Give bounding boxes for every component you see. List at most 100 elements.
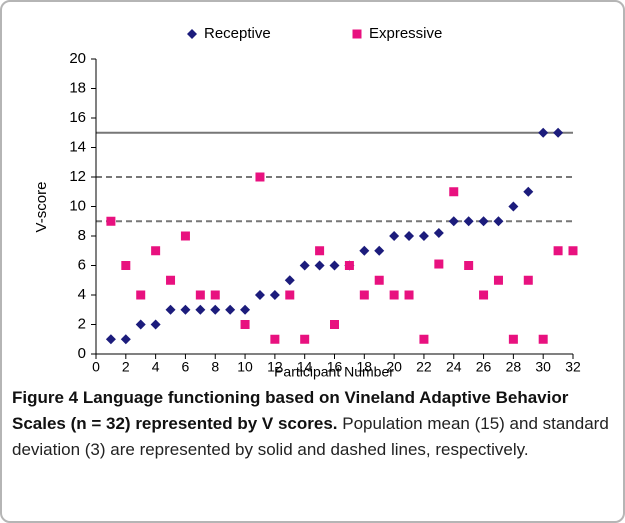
point (166, 275, 176, 285)
point (240, 304, 251, 315)
x-tick-label: 18 (357, 359, 373, 375)
point (300, 334, 310, 344)
point (187, 29, 197, 39)
point (165, 304, 176, 315)
y-tick-label: 12 (69, 168, 86, 185)
x-tick-label: 26 (476, 359, 492, 375)
point (493, 275, 503, 285)
y-tick-label: 20 (69, 50, 86, 67)
legend-label: Expressive (369, 25, 442, 42)
x-tick-label: 2 (122, 359, 130, 375)
point (389, 290, 399, 300)
x-tick-label: 20 (386, 359, 402, 375)
point (284, 275, 295, 286)
point (136, 290, 146, 300)
point (568, 246, 578, 256)
x-tick-label: 28 (506, 359, 522, 375)
point (254, 290, 265, 300)
point (121, 261, 131, 270)
point (210, 290, 220, 300)
point (418, 231, 429, 241)
point (106, 216, 116, 226)
point (493, 216, 504, 227)
x-tick-label: 22 (416, 359, 432, 375)
point (150, 319, 161, 330)
point (195, 304, 206, 315)
point (553, 127, 564, 138)
point (479, 290, 489, 300)
point (389, 231, 400, 241)
point (538, 127, 549, 138)
point (330, 320, 339, 329)
y-axis-label: V-score (33, 182, 50, 233)
y-tick-label: 18 (69, 79, 86, 96)
caption-title: Figure 4 Language functioning based on V… (12, 388, 569, 433)
point (329, 260, 340, 271)
point (404, 290, 414, 300)
x-tick-label: 10 (237, 359, 253, 375)
point (120, 334, 131, 345)
point (448, 216, 459, 227)
point (464, 261, 474, 270)
point (255, 172, 265, 182)
point (463, 216, 474, 227)
caption: Figure 4 Language functioning based on V… (12, 385, 612, 463)
point (419, 334, 429, 344)
point (270, 334, 280, 344)
y-tick-label: 8 (78, 227, 86, 244)
point (433, 228, 444, 239)
y-tick-label: 6 (78, 256, 86, 273)
point (538, 334, 548, 344)
point (210, 304, 221, 315)
point (105, 334, 116, 345)
x-tick-label: 14 (297, 359, 313, 375)
y-tick-label: 0 (78, 345, 86, 362)
point (180, 231, 190, 241)
point (135, 319, 146, 330)
chart: V-score Participant Number 0246810121416… (33, 25, 581, 380)
point (180, 304, 191, 315)
point (240, 320, 250, 329)
point (374, 245, 385, 256)
point (404, 231, 415, 241)
point (508, 334, 518, 344)
point (151, 246, 161, 256)
y-tick-label: 14 (69, 138, 86, 155)
point (315, 246, 325, 256)
x-tick-label: 4 (152, 359, 160, 375)
y-tick-label: 16 (69, 109, 86, 126)
x-tick-label: 12 (267, 359, 283, 375)
point (359, 290, 369, 300)
point (344, 261, 354, 270)
point (314, 260, 325, 271)
y-tick-label: 10 (69, 197, 86, 214)
point (195, 290, 205, 300)
x-tick-label: 24 (446, 359, 462, 375)
y-tick-label: 4 (78, 286, 86, 303)
y-tick-label: 2 (78, 315, 86, 332)
x-tick-label: 8 (211, 359, 219, 375)
point (285, 290, 295, 300)
caption-text: Population mean (15) and standard deviat… (12, 414, 609, 459)
x-tick-label: 32 (565, 359, 581, 375)
point (359, 245, 370, 256)
x-tick-label: 30 (535, 359, 551, 375)
x-tick-label: 16 (327, 359, 343, 375)
point (374, 275, 384, 285)
point (523, 186, 534, 197)
point (553, 246, 563, 256)
x-tick-label: 6 (182, 359, 190, 375)
point (449, 187, 459, 197)
x-tick-label: 0 (92, 359, 100, 375)
point (352, 29, 362, 39)
legend-label: Receptive (204, 25, 271, 42)
point (299, 260, 310, 271)
point (523, 275, 533, 285)
point (478, 216, 489, 227)
x-axis-label: Participant Number (274, 364, 394, 380)
point (434, 259, 444, 269)
point (508, 201, 519, 212)
point (225, 304, 236, 315)
point (269, 290, 280, 300)
